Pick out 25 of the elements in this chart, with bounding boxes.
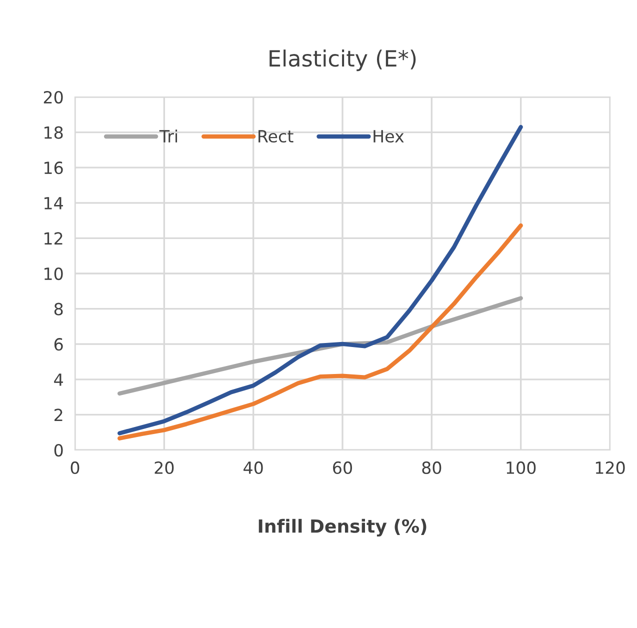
legend-label: Hex: [374, 130, 404, 143]
line-series: [118, 223, 523, 440]
y-tick-label: 2: [54, 408, 62, 422]
y-tick-label: 14: [44, 197, 63, 210]
y-tick-label: 6: [54, 338, 63, 351]
y-tick-label: 10: [44, 267, 63, 280]
y-tick-label: 20: [44, 90, 63, 104]
x-tick-label: 60: [333, 461, 352, 474]
x-tick-label: 40: [244, 461, 263, 474]
x-tick-label: 80: [422, 461, 442, 474]
x-tick-label: 120: [596, 461, 625, 474]
y-tick-label: 18: [44, 126, 63, 139]
y-tick-label: 4: [54, 374, 63, 386]
line-series: [118, 124, 523, 436]
y-tick-label: 0: [54, 444, 63, 457]
x-tick-label: 100: [506, 461, 536, 474]
y-tick-label: 16: [44, 162, 63, 174]
legend-label: Rect: [258, 130, 294, 143]
y-tick-label: 12: [44, 232, 62, 245]
x-tick-label: 0: [70, 461, 80, 474]
x-tick-label: 20: [154, 461, 174, 474]
x-axis-title: Infill Density (%): [258, 518, 426, 537]
legend-label: Tri: [159, 130, 178, 142]
chart-title: Elasticity (E*): [270, 50, 416, 72]
y-tick-label: 8: [54, 302, 63, 316]
